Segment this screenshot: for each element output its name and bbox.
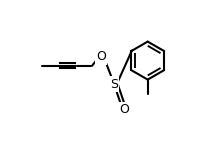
Text: O: O	[119, 103, 129, 116]
Text: O: O	[96, 51, 106, 63]
Text: S: S	[110, 77, 118, 90]
